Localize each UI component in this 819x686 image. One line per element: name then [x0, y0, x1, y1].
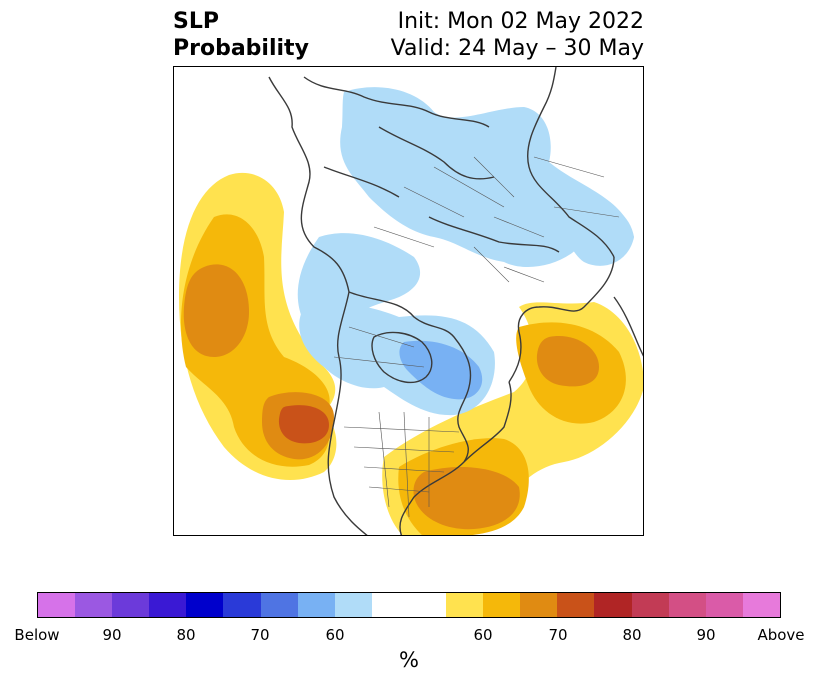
- colorbar-segment: [334, 593, 372, 617]
- europe-blue-region: [566, 201, 634, 266]
- colorbar-segment: [260, 593, 298, 617]
- pacific-orange-region: [183, 264, 249, 357]
- colorbar-segment: [408, 593, 447, 617]
- colorbar: [37, 592, 781, 618]
- colorbar-segment: [742, 593, 780, 617]
- colorbar-segment: [297, 593, 335, 617]
- colorbar-tick-label: 80: [176, 626, 196, 644]
- colorbar-tick-label: Below: [14, 626, 60, 644]
- colorbar-segment: [112, 593, 150, 617]
- colorbar-tick-label: Above: [757, 626, 805, 644]
- colorbar-tick-label: 80: [622, 626, 642, 644]
- title-line-2: Probability: [173, 36, 309, 61]
- atlantic-orange-region: [413, 467, 520, 530]
- colorbar-segment: [223, 593, 261, 617]
- colorbar-tick-label: 60: [325, 626, 345, 644]
- colorbar-segment: [557, 593, 595, 617]
- colorbar-segment: [186, 593, 224, 617]
- country-borders: [333, 156, 620, 518]
- colorbar-segment: [631, 593, 669, 617]
- colorbar-segment: [520, 593, 558, 617]
- polar-map: [173, 66, 644, 536]
- title-line-1: SLP: [173, 9, 219, 34]
- init-date: Init: Mon 02 May 2022: [397, 9, 644, 34]
- colorbar-segment: [705, 593, 743, 617]
- map-title: SLP Probability: [173, 8, 309, 62]
- colorbar-segment: [594, 593, 632, 617]
- colorbar-segment: [446, 593, 484, 617]
- colorbar-tick-label: 90: [696, 626, 716, 644]
- coastlines: [268, 67, 643, 535]
- canada-mid-blue-region: [399, 340, 483, 400]
- colorbar-segment: [38, 593, 76, 617]
- colorbar-tick-label: 70: [548, 626, 568, 644]
- atlantic-orange-region-2: [536, 336, 599, 387]
- colorbar-tick-label: 90: [102, 626, 122, 644]
- colorbar-tick-label: 60: [473, 626, 493, 644]
- colorbar-segment: [371, 593, 409, 617]
- siberia-blue-region: [340, 87, 634, 268]
- valid-range: Valid: 24 May – 30 May: [390, 36, 644, 61]
- colorbar-segment: [483, 593, 521, 617]
- colorbar-tick-label: 70: [250, 626, 270, 644]
- colorbar-units: %: [399, 648, 419, 672]
- pacific-dark-orange-core: [278, 405, 329, 444]
- colorbar-segment: [149, 593, 187, 617]
- map-svg: [179, 67, 643, 535]
- date-info: Init: Mon 02 May 2022 Valid: 24 May – 30…: [391, 8, 644, 62]
- colorbar-segment: [75, 593, 113, 617]
- colorbar-segment: [668, 593, 706, 617]
